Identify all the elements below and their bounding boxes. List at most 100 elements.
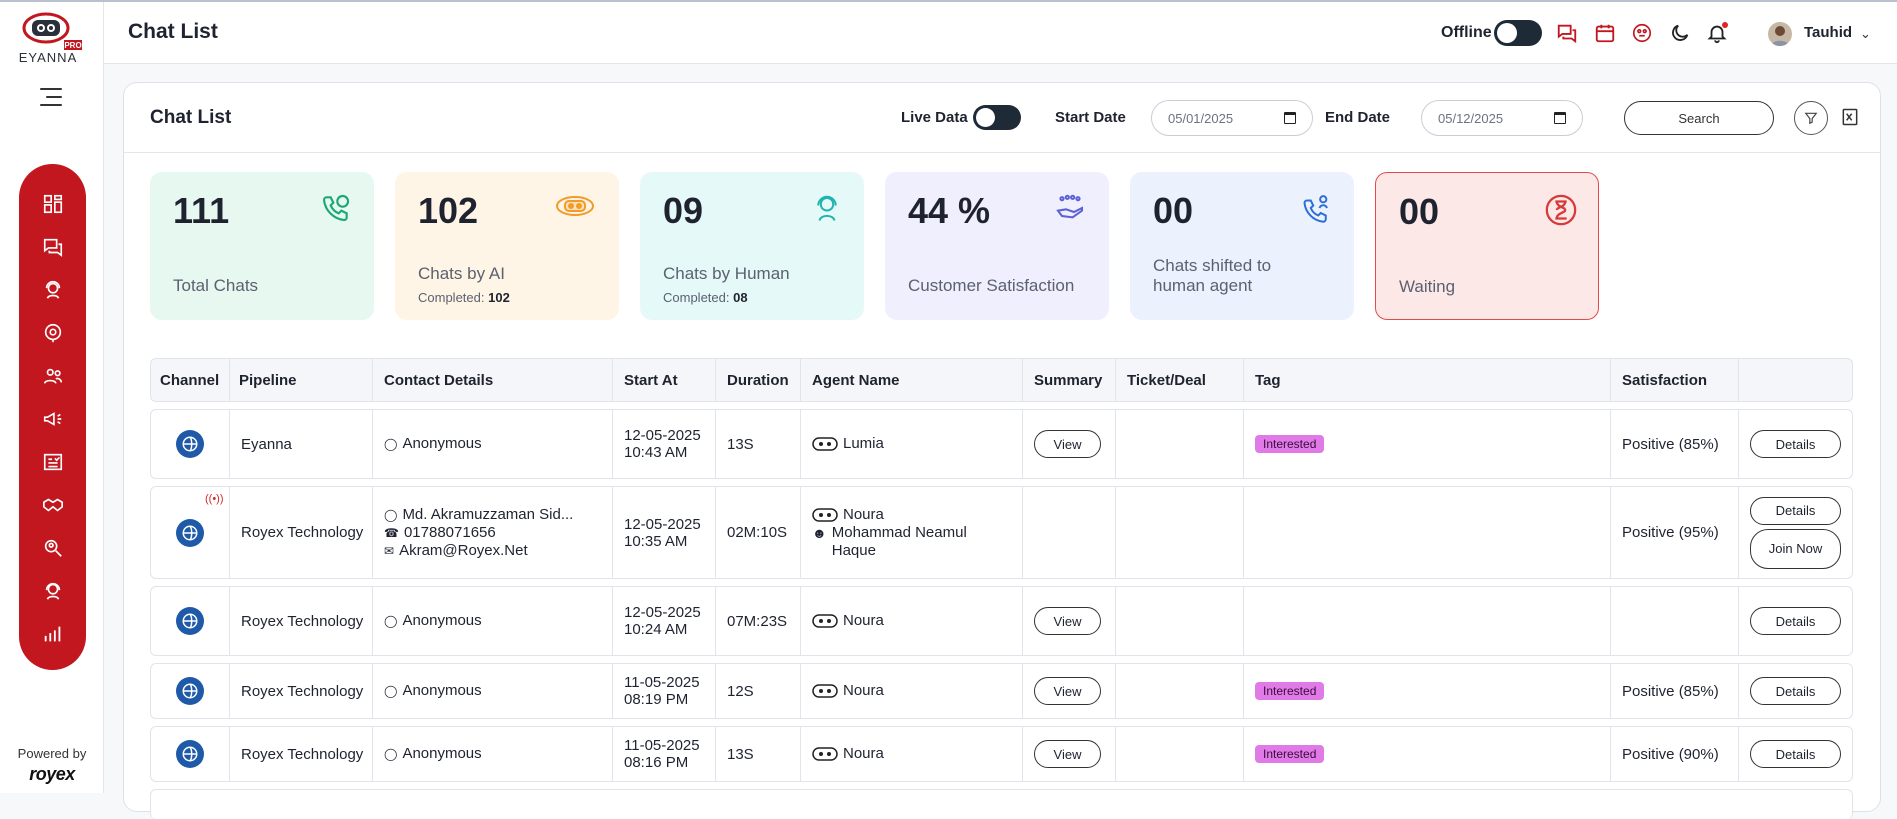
table-row[interactable]: Eyanna ◯ Anonymous 12-05-2025 10:43 AM 13S…: [150, 409, 1853, 479]
agent-cell: Noura: [801, 664, 1023, 718]
agent-icon[interactable]: [19, 268, 86, 311]
table-row[interactable]: Royex Technology ◯ Anonymous 12-05-2025 10…: [150, 586, 1853, 656]
contact-cell: ◯ Anonymous: [373, 727, 613, 781]
hand-stars-icon: [1053, 192, 1087, 229]
table-row[interactable]: ((•)) Royex Technology ◯ Md. Akramuzzaman…: [150, 486, 1853, 579]
contact-cell: ◯ Md. Akramuzzaman Sid... ☎ 01788071656 ✉ A…: [373, 487, 613, 578]
calendar-icon: [1284, 112, 1296, 124]
excel-export-icon[interactable]: [1840, 107, 1862, 129]
col-actions: [1739, 359, 1852, 401]
search-user-icon[interactable]: [19, 526, 86, 569]
brand-logo[interactable]: PRO EYANNA: [16, 10, 88, 66]
stat-waiting: 00 Waiting: [1375, 172, 1599, 320]
search-button[interactable]: Search: [1624, 101, 1774, 135]
dashboard-icon[interactable]: [19, 182, 86, 225]
view-summary-button[interactable]: View: [1034, 430, 1101, 458]
bell-icon[interactable]: [1706, 22, 1730, 46]
tag-cell: Interested: [1244, 664, 1611, 718]
view-summary-button[interactable]: View: [1034, 740, 1101, 768]
table-row[interactable]: Royex Technology ◯ Anonymous 11-05-2025 08…: [150, 726, 1853, 782]
start-date-input[interactable]: 05/01/2025: [1151, 100, 1313, 136]
user-name[interactable]: Tauhid: [1804, 24, 1853, 41]
stat-label: Customer Satisfaction: [908, 276, 1075, 295]
moon-icon[interactable]: [1669, 22, 1693, 46]
robot-icon: [812, 614, 838, 628]
robot-face-icon[interactable]: [1631, 22, 1655, 46]
chat-icon[interactable]: [19, 225, 86, 268]
live-data-toggle[interactable]: [973, 105, 1021, 130]
details-button[interactable]: Details: [1750, 607, 1841, 635]
phone-icon: ☎: [384, 525, 399, 540]
sidebar-nav: [19, 164, 86, 670]
tag-cell: Interested: [1244, 727, 1611, 781]
stat-value: 00: [1399, 191, 1440, 232]
table-row: [150, 789, 1853, 819]
duration-cell: 07M:23S: [716, 587, 801, 655]
agent-cell: Noura: [801, 587, 1023, 655]
mail-icon: ✉: [384, 543, 395, 558]
powered-by-label: Powered by: [17, 746, 87, 761]
menu-toggle-icon[interactable]: [40, 88, 64, 108]
details-button[interactable]: Details: [1750, 677, 1841, 705]
col-ticket-deal: Ticket/Deal: [1116, 359, 1244, 401]
col-satisfaction: Satisfaction: [1611, 359, 1739, 401]
megaphone-icon[interactable]: [19, 397, 86, 440]
filter-icon[interactable]: [1794, 101, 1828, 135]
details-button[interactable]: Details: [1750, 430, 1841, 458]
duration-cell: 13S: [716, 410, 801, 478]
stat-shifted-to-human: 00 Chats shifted to human agent: [1130, 172, 1354, 320]
start-at-cell: 12-05-2025 10:35 AM: [613, 487, 716, 578]
stat-label: Waiting: [1399, 277, 1456, 296]
bar-chart-icon[interactable]: [19, 612, 86, 655]
robot-icon: [553, 192, 597, 229]
stat-chats-by-human: 09 Chats by Human Completed: 08: [640, 172, 864, 320]
details-button[interactable]: Details: [1750, 496, 1841, 525]
user-icon: ◯: [384, 614, 398, 628]
table-row[interactable]: Royex Technology ◯ Anonymous 11-05-2025 08…: [150, 663, 1853, 719]
end-date-input[interactable]: 05/12/2025: [1421, 100, 1583, 136]
card-header: Chat List Live Data Start Date 05/01/202…: [124, 83, 1880, 153]
start-at-cell: 12-05-2025 10:43 AM: [613, 410, 716, 478]
view-summary-button[interactable]: View: [1034, 677, 1101, 705]
svg-text:EYANNA: EYANNA: [19, 50, 78, 65]
top-header: Chat List Offline Tauhid ⌄: [104, 2, 1897, 64]
pipeline-cell: Royex Technology: [230, 727, 373, 781]
col-start-at: Start At: [613, 359, 716, 401]
start-at-cell: 11-05-2025 08:16 PM: [613, 727, 716, 781]
col-pipeline: Pipeline: [230, 359, 373, 401]
user-icon: ◯: [384, 507, 398, 522]
contact-cell: ◯ Anonymous: [373, 664, 613, 718]
hourglass-icon: [1544, 193, 1578, 232]
avatar[interactable]: [1768, 22, 1792, 46]
ai-brain-icon[interactable]: [19, 311, 86, 354]
chat-icon[interactable]: [1556, 22, 1580, 46]
svg-text:PRO: PRO: [64, 41, 81, 50]
satisfaction-cell: [1611, 587, 1739, 655]
handshake-icon[interactable]: [19, 483, 86, 526]
summary-cell: [1023, 487, 1116, 578]
agent-cell: Noura: [801, 727, 1023, 781]
col-contact-details: Contact Details: [373, 359, 613, 401]
stat-value: 44 %: [908, 190, 991, 231]
summary-cell: View: [1023, 664, 1116, 718]
join-now-button[interactable]: Join Now: [1750, 528, 1841, 569]
chevron-down-icon[interactable]: ⌄: [1860, 26, 1871, 41]
channel-cell: [151, 727, 230, 781]
users-icon[interactable]: [19, 354, 86, 397]
view-summary-button[interactable]: View: [1034, 607, 1101, 635]
report-card-icon[interactable]: [19, 440, 86, 483]
end-date-label: End Date: [1325, 109, 1391, 126]
channel-cell: [151, 664, 230, 718]
start-at-cell: 11-05-2025 08:19 PM: [613, 664, 716, 718]
contact-cell: ◯ Anonymous: [373, 587, 613, 655]
calendar-icon[interactable]: [1594, 22, 1618, 46]
phone-transfer-icon: [1302, 192, 1332, 229]
online-status-toggle[interactable]: [1494, 20, 1542, 46]
details-button[interactable]: Details: [1750, 740, 1841, 768]
robot-icon: [812, 747, 838, 761]
web-channel-icon: [176, 518, 204, 547]
support-icon[interactable]: [19, 569, 86, 612]
chat-list-card: Chat List Live Data Start Date 05/01/202…: [123, 82, 1881, 819]
channel-cell: [151, 587, 230, 655]
pipeline-cell: Royex Technology: [230, 487, 373, 578]
